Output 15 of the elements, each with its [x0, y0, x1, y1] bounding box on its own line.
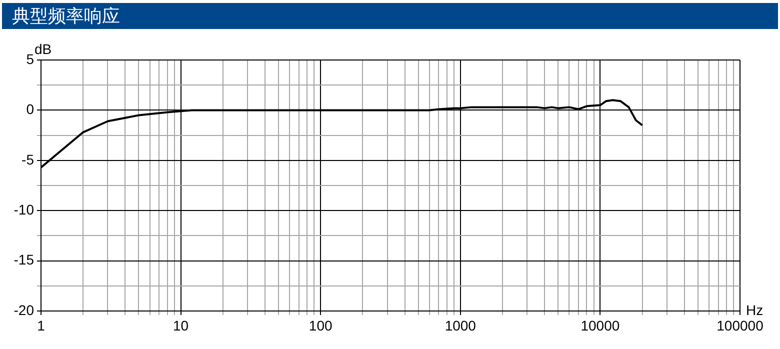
x-tick-label: 1000 [444, 317, 476, 334]
y-tick-label: -10 [14, 201, 34, 218]
x-tick-label: 1 [37, 317, 46, 334]
y-tick-label: -20 [14, 302, 34, 318]
x-axis-title: Hz [746, 302, 764, 318]
chart-title: 典型频率响应 [2, 3, 778, 29]
y-tick-label: 5 [26, 50, 34, 67]
y-tick-label: -15 [14, 252, 34, 268]
x-tick-label: 100 [308, 317, 332, 334]
y-tick-label: 0 [26, 101, 34, 118]
x-tick-label: 10000 [580, 317, 620, 334]
y-axis-title: dB [34, 40, 52, 57]
x-tick-label: 10 [173, 317, 189, 334]
y-tick-label: -5 [22, 151, 34, 168]
x-tick-label: 100000 [716, 317, 764, 334]
